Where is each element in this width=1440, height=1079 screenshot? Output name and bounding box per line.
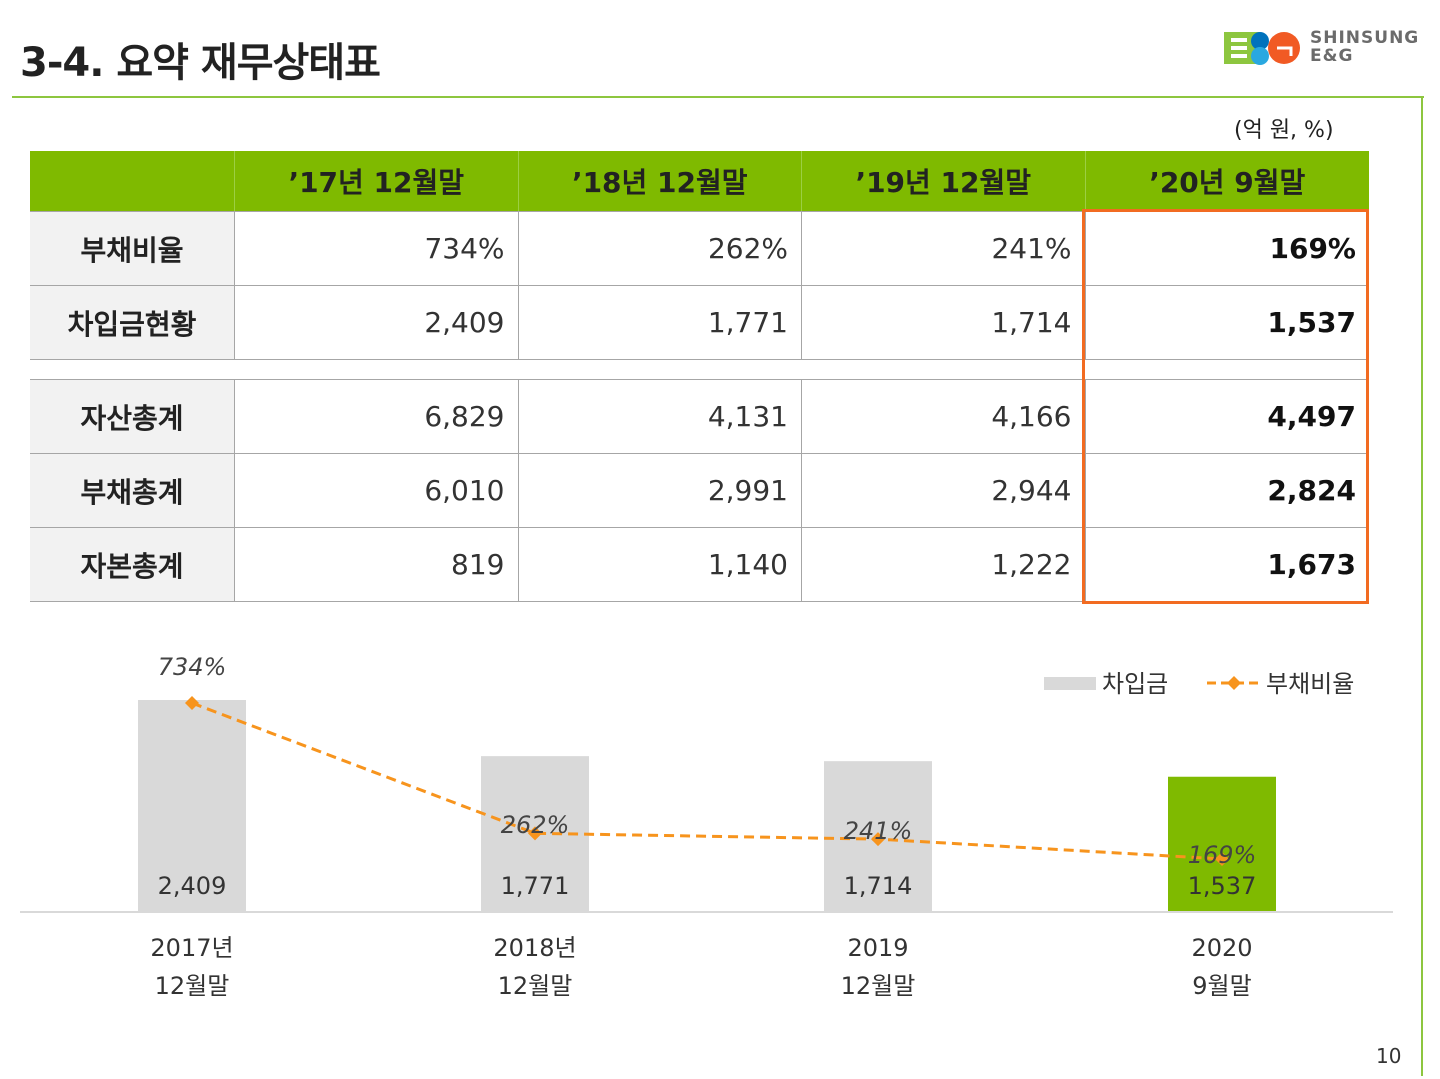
table-cell: 262% [519,212,802,285]
table-cell: 734% [235,212,519,285]
latest-period-highlight [1082,209,1369,604]
table-cell: 1,140 [519,528,802,601]
company-logo: SHINSUNG E&G [1222,28,1422,68]
column-header: ’17년 12월말 [235,151,519,211]
table-row: 자산총계 6,829 4,131 4,166 4,497 [30,379,1369,454]
table-cell: 1,771 [519,286,802,359]
legend-marker-icon [1227,676,1241,690]
table-cell: 2,944 [802,454,1086,527]
x-tick-label: 12월말 [498,972,573,1000]
bar-borrowings [138,700,246,912]
table-row: 자본총계 819 1,140 1,222 1,673 [30,528,1369,602]
page-title: 3-4. 요약 재무상태표 [20,40,381,86]
row-label: 자본총계 [30,528,235,601]
debt-ratio-marker [528,826,542,841]
legend-label: 차입금 [1102,670,1168,698]
debt-ratio-marker [1215,852,1229,866]
table-row: 부채총계 6,010 2,991 2,944 2,824 [30,454,1369,528]
bar-value-label: 1,537 [1188,872,1257,900]
header-divider [12,96,1424,98]
debt-ratio-label: 169% [1188,841,1257,869]
table-cell: 4,166 [802,380,1086,453]
x-tick-label: 12월말 [155,972,230,1000]
x-tick-label: 2020 [1191,934,1252,962]
legend-label: 부채비율 [1266,670,1354,698]
x-tick-label: 2018년 [493,934,576,962]
table-cell: 4,497 [1267,400,1356,433]
column-header: ’19년 12월말 [802,151,1086,211]
debt-ratio-marker [871,832,885,847]
table-cell: 6,010 [235,454,519,527]
row-label: 자산총계 [30,380,235,453]
unit-note: (억 원, %) [1234,118,1334,143]
legend-swatch-borrowings [1044,677,1096,690]
table-cell: 1,673 [1267,548,1356,581]
logo-text-line2: E&G [1310,46,1354,66]
right-border [1421,96,1423,1076]
table-cell: 4,131 [519,380,802,453]
table-cell: 2,409 [235,286,519,359]
table-cell: 2,824 [1267,474,1356,507]
debt-chart: 2,409 1,771 1,714 1,537 734% 262% 241% 169% 2017… [20,653,1393,1000]
bar-value-label: 2,409 [158,872,227,900]
table-cell: 1,537 [1267,306,1356,339]
table-cell: 1,222 [802,528,1086,601]
column-header [30,151,235,211]
x-tick-label: 2019 [847,934,908,962]
debt-ratio-label: 734% [158,653,227,681]
column-header: ’20년 9월말 [1149,166,1306,199]
bar-value-label: 1,714 [844,872,913,900]
debt-ratio-label: 262% [501,811,570,839]
debt-ratio-line [191,701,1223,861]
column-header: ’18년 12월말 [519,151,802,211]
table-cell: 169% [1269,232,1356,265]
table-cell: 1,714 [802,286,1086,359]
debt-ratio-label: 241% [844,817,913,845]
table-row: 차입금현황 2,409 1,771 1,714 1,537 [30,286,1369,360]
x-tick-label: 9월말 [1192,972,1251,1000]
bar-borrowings [1168,776,1276,912]
row-label: 차입금현황 [30,286,235,359]
x-tick-label: 2017년 [150,934,233,962]
logo-mark-icon [1224,32,1300,65]
table-cell: 819 [235,528,519,601]
table-row: 부채비율 734% 262% 241% 169% [30,211,1369,286]
row-label: 부채비율 [30,212,235,285]
table-cell: 2,991 [519,454,802,527]
logo-text-line1: SHINSUNG [1310,28,1420,48]
table-cell: 241% [802,212,1086,285]
debt-ratio-marker [185,696,199,710]
row-label: 부채총계 [30,454,235,527]
table-header-row: ’17년 12월말 ’18년 12월말 ’19년 12월말 ’20년 9월말 [30,151,1369,211]
financial-table: ’17년 12월말 ’18년 12월말 ’19년 12월말 ’20년 9월말 부… [30,151,1369,602]
bar-value-label: 1,771 [501,872,570,900]
x-tick-label: 12월말 [841,972,916,1000]
page-number: 10 [1376,1044,1402,1068]
table-cell: 6,829 [235,380,519,453]
